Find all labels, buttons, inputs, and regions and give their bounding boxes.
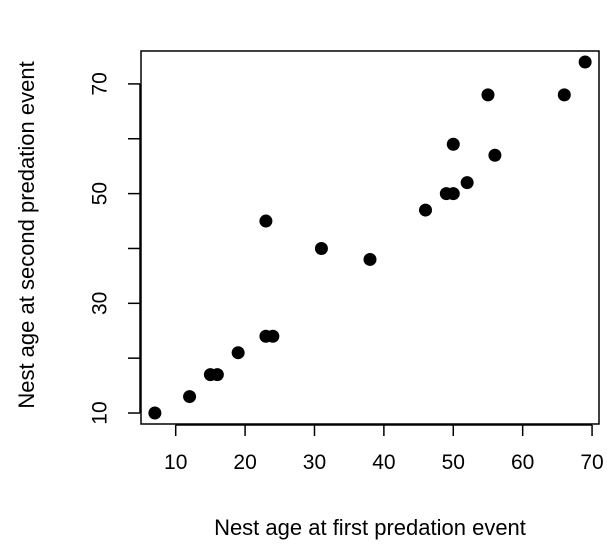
data-point <box>578 55 592 69</box>
x-tick-label: 60 <box>511 451 534 474</box>
data-point <box>363 252 377 266</box>
data-point <box>259 214 273 228</box>
x-tick-label: 30 <box>303 451 326 474</box>
data-point <box>210 368 224 382</box>
data-point <box>183 390 197 404</box>
x-tick-label: 40 <box>372 451 395 474</box>
x-tick-label: 50 <box>442 451 465 474</box>
data-point <box>314 241 328 255</box>
data-point <box>460 176 474 190</box>
x-tick-label: 20 <box>233 451 256 474</box>
data-point <box>446 137 460 151</box>
data-point <box>446 187 460 201</box>
x-axis-title: Nest age at first predation event <box>214 515 526 540</box>
data-point <box>148 406 162 420</box>
plot-frame <box>140 50 600 425</box>
y-tick-label: 70 <box>89 72 112 95</box>
x-axis: 10 20 30 40 50 60 70 <box>164 424 604 474</box>
y-tick-label: 50 <box>89 182 112 205</box>
y-tick-label: 30 <box>89 292 112 315</box>
y-tick-label: 10 <box>89 401 112 424</box>
data-points <box>148 55 592 420</box>
y-axis: 10 30 50 70 <box>89 72 141 425</box>
data-point <box>419 203 433 217</box>
x-tick-label: 10 <box>164 451 187 474</box>
data-point <box>266 329 280 343</box>
x-tick-label: 70 <box>580 451 603 474</box>
y-axis-title: Nest age at second predation event <box>14 61 39 408</box>
data-point <box>557 88 571 102</box>
data-point <box>231 346 245 360</box>
data-point <box>481 88 495 102</box>
data-point <box>488 148 502 162</box>
